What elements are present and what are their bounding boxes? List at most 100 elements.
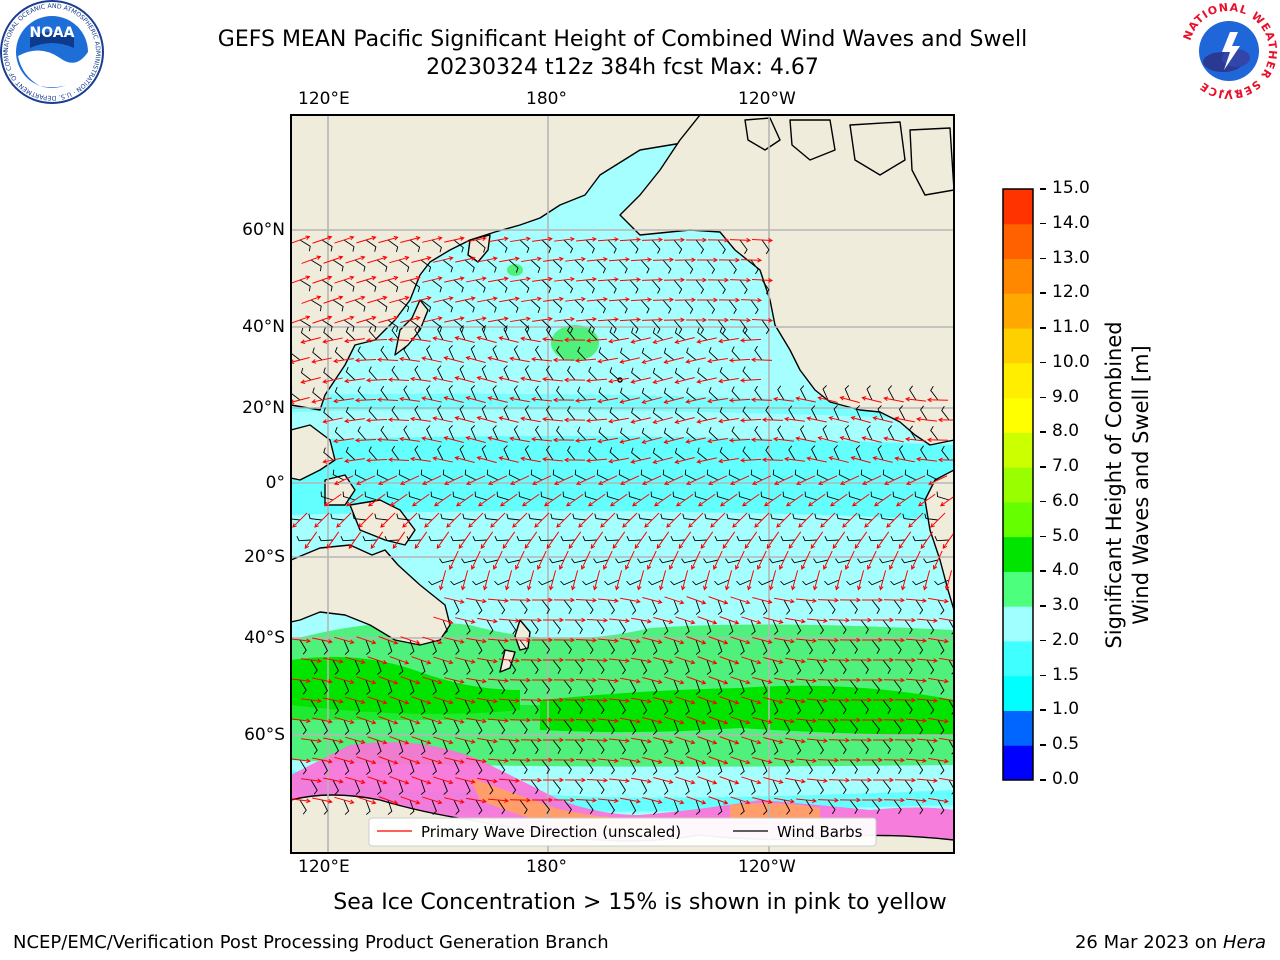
wind-barb [663,427,675,441]
wave-direction-arrow [774,757,795,764]
wind-barb [486,619,494,635]
wave-direction-arrow [356,676,377,685]
wind-barb [538,579,554,586]
wave-direction-arrow [796,598,817,604]
wind-barb [615,558,631,564]
wave-direction-arrow [542,336,563,342]
wind-barb [398,659,404,675]
wind-barb [805,799,813,815]
wave-direction-arrow [564,777,587,783]
wave-direction-arrow [685,357,706,364]
wind-barb [788,405,796,421]
wave-direction-arrow [345,295,366,304]
wave-direction-arrow [524,531,538,550]
wind-barb [431,679,437,695]
wind-barb [871,719,880,734]
wind-barb [474,491,488,501]
wind-barb [545,365,554,381]
wind-barb [717,279,726,295]
wind-barb [310,739,318,755]
wind-barb [805,759,813,775]
wave-direction-arrow [433,656,454,665]
wave-direction-arrow [658,570,667,591]
lat-label-20n: 20°N [242,398,285,418]
wind-barb [915,799,924,815]
wave-direction-arrow [905,638,928,643]
wind-barb [563,279,574,294]
wave-direction-arrow [367,295,388,304]
wind-barb [719,366,730,381]
wind-barb [299,639,307,655]
wind-barb [577,346,587,361]
wind-barb [396,513,411,521]
wind-barb [552,259,563,274]
wave-direction-arrow [850,415,871,424]
wind-barb [585,679,594,695]
wind-barb [431,759,437,775]
wave-direction-arrow [344,418,365,424]
wind-barb [398,469,411,481]
wave-direction-arrow [586,418,608,423]
wave-direction-arrow [455,617,476,624]
wave-direction-arrow [446,512,462,528]
colorbar [1002,188,1034,781]
wind-barb [352,513,367,521]
wave-direction-arrow [663,436,684,444]
wind-barb [747,558,763,564]
wind-barb [629,719,637,735]
wave-direction-arrow [466,797,487,804]
colorbar-segment [1003,675,1033,711]
wave-direction-arrow [455,697,476,704]
wave-direction-arrow [719,493,738,507]
wave-direction-arrow [432,456,453,463]
wind-barb [926,469,939,481]
wave-direction-arrow [488,316,509,323]
wave-direction-arrow [356,756,377,765]
wave-direction-arrow [752,637,773,644]
wave-direction-arrow [854,531,868,550]
wave-direction-arrow [520,737,543,743]
wind-barb [391,405,400,421]
wave-direction-arrow [499,256,520,263]
wave-direction-arrow [930,512,946,528]
colorbar-tick-label: 6.0 [1052,490,1080,511]
colorbar-tick-mark [1040,361,1046,364]
colorbar-tick-label: 4.0 [1052,560,1080,581]
wave-direction-arrow [850,657,873,663]
wind-barb [673,319,683,334]
wave-direction-arrow [333,438,354,444]
wave-direction-arrow [554,236,575,242]
wave-direction-arrow [559,550,569,571]
wave-direction-arrow [807,493,826,507]
wind-barb [871,799,880,814]
wave-direction-arrow [322,457,343,464]
wind-barb [725,558,741,564]
wind-barb [697,327,708,341]
wave-direction-arrow [443,396,464,403]
wave-direction-arrow [509,637,532,643]
wave-direction-arrow [291,718,311,724]
colorbar-tick-mark [1040,535,1046,538]
wind-barb [893,719,902,735]
wind-barb [936,491,950,501]
wind-barb [604,579,620,586]
wave-direction-arrow [718,378,739,384]
wind-barb [794,619,802,635]
wind-barb [513,345,521,361]
wave-direction-arrow [345,776,366,785]
wave-direction-arrow [355,475,376,485]
wind-barb [431,719,437,735]
wind-barb [618,739,626,755]
wind-barb [620,387,631,401]
wave-direction-arrow [378,315,399,324]
wind-barb [453,759,460,775]
wind-barb [631,447,642,461]
wind-barb [486,779,494,795]
wave-direction-arrow [411,493,430,507]
wave-direction-arrow [454,336,475,343]
wave-direction-arrow [730,636,751,645]
wave-direction-arrow [488,236,509,243]
colorbar-tick-label: 1.0 [1052,699,1080,720]
wave-direction-arrow [444,677,465,684]
wind-barb [904,659,913,675]
